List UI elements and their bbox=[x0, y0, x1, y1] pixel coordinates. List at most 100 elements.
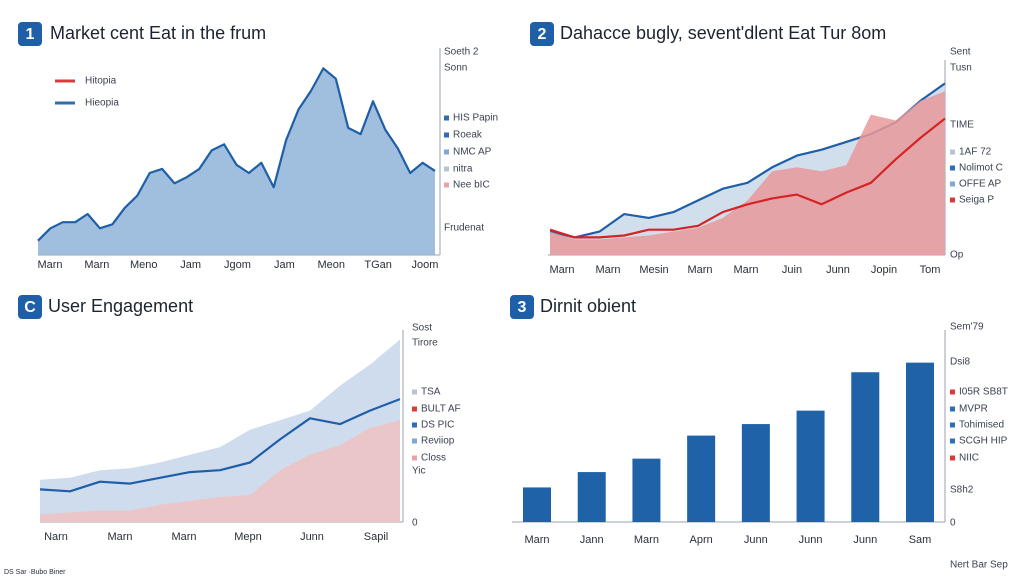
footnote: Nert Bar Sep bbox=[950, 560, 1008, 571]
bar bbox=[632, 458, 661, 522]
x-tick-label: Mepn bbox=[234, 531, 262, 543]
area bbox=[40, 420, 400, 522]
x-tick-label: Sam bbox=[909, 534, 932, 546]
legend-label: Hitopia bbox=[85, 76, 117, 87]
x-tick-label: Junn bbox=[853, 534, 877, 546]
legend-swatch bbox=[950, 406, 955, 412]
x-tick-label: Marn bbox=[549, 264, 574, 276]
side-label: Op bbox=[950, 250, 964, 261]
badge-label: 1 bbox=[26, 26, 35, 43]
side-label: Tusn bbox=[950, 63, 972, 74]
bar bbox=[523, 487, 551, 522]
side-label: Closs bbox=[421, 453, 446, 464]
side-label: NIIC bbox=[959, 453, 979, 464]
badge-label: C bbox=[24, 299, 36, 316]
x-tick-label: TGan bbox=[364, 259, 392, 271]
side-label: Yic bbox=[412, 466, 426, 477]
x-tick-label: Jam bbox=[274, 259, 295, 271]
legend-swatch bbox=[412, 422, 417, 428]
badge bbox=[18, 295, 42, 319]
side-label: HIS Papin bbox=[453, 113, 498, 124]
chart-title: Market cent Eat in the frum bbox=[50, 23, 266, 43]
side-label: Nolimot C bbox=[959, 163, 1003, 174]
side-label: DS PIC bbox=[421, 420, 454, 431]
side-label: BULT AF bbox=[421, 404, 461, 415]
legend-swatch bbox=[412, 406, 417, 412]
footnote: DS Sar ·Bubo Biner bbox=[4, 569, 66, 576]
x-tick-label: Marn bbox=[733, 264, 758, 276]
chart-title: Dirnit obient bbox=[540, 296, 636, 316]
x-tick-label: Junn bbox=[744, 534, 768, 546]
side-label: Seiga P bbox=[959, 195, 994, 206]
x-tick-label: Tom bbox=[920, 264, 941, 276]
side-label: S8h2 bbox=[950, 485, 974, 496]
x-tick-label: Marn bbox=[524, 534, 549, 546]
side-label: Sonn bbox=[444, 63, 467, 74]
side-label: Reviiop bbox=[421, 436, 455, 447]
side-label: TSA bbox=[421, 387, 441, 398]
side-label: Frudenat bbox=[444, 223, 484, 234]
x-tick-label: Marn bbox=[37, 259, 62, 271]
side-label: Soeth 2 bbox=[444, 47, 479, 58]
x-tick-label: Meno bbox=[130, 259, 158, 271]
side-label: Tohimised bbox=[959, 420, 1004, 431]
legend-swatch bbox=[950, 389, 955, 395]
line bbox=[39, 398, 401, 493]
bar bbox=[687, 435, 716, 522]
badge bbox=[510, 295, 534, 319]
side-label: Sost bbox=[412, 323, 432, 334]
side-label: Sent bbox=[950, 47, 971, 58]
legend-swatch bbox=[444, 182, 449, 188]
bar bbox=[906, 362, 934, 522]
x-tick-label: Junn bbox=[826, 264, 850, 276]
side-label: nitra bbox=[453, 164, 473, 175]
side-label: I05R SB8T bbox=[959, 387, 1008, 398]
line bbox=[549, 117, 946, 239]
x-tick-label: Marn bbox=[84, 259, 109, 271]
legend-swatch bbox=[444, 149, 449, 155]
x-tick-label: Junn bbox=[799, 534, 823, 546]
area bbox=[550, 91, 945, 255]
side-label: Roeak bbox=[453, 130, 483, 141]
bar bbox=[796, 410, 825, 522]
x-tick-label: Marn bbox=[595, 264, 620, 276]
x-tick-label: Mesin bbox=[639, 264, 668, 276]
x-tick-label: Juin bbox=[782, 264, 802, 276]
legend-swatch bbox=[444, 166, 449, 172]
x-tick-label: Joom bbox=[412, 259, 439, 271]
x-tick-label: Marn bbox=[687, 264, 712, 276]
side-label: Sem'79 bbox=[950, 322, 984, 333]
x-tick-label: Aprn bbox=[690, 534, 713, 546]
legend-swatch bbox=[950, 455, 955, 461]
legend-swatch bbox=[950, 149, 955, 155]
x-tick-label: Marn bbox=[634, 534, 659, 546]
badge bbox=[18, 22, 42, 46]
legend-swatch bbox=[950, 197, 955, 203]
x-tick-label: Meon bbox=[317, 259, 345, 271]
bar bbox=[577, 472, 606, 522]
side-label: 0 bbox=[412, 518, 418, 529]
legend-swatch bbox=[950, 422, 955, 428]
x-tick-label: Jam bbox=[180, 259, 201, 271]
legend-swatch bbox=[412, 455, 417, 461]
x-tick-label: Jann bbox=[580, 534, 604, 546]
side-label: 1AF 72 bbox=[959, 147, 992, 158]
legend-swatch bbox=[412, 438, 417, 444]
legend-swatch bbox=[412, 389, 417, 395]
area bbox=[38, 68, 435, 256]
side-label: Nee bIC bbox=[453, 180, 490, 191]
side-label: Tirore bbox=[412, 338, 438, 349]
badge bbox=[530, 22, 554, 46]
line bbox=[37, 67, 436, 242]
legend-swatch bbox=[444, 132, 449, 138]
x-tick-label: Narn bbox=[44, 531, 68, 543]
x-tick-label: Marn bbox=[107, 531, 132, 543]
side-label: OFFE AP bbox=[959, 179, 1002, 190]
badge-label: 3 bbox=[518, 299, 527, 316]
side-label: TIME bbox=[950, 120, 974, 131]
chart-title: Dahacce bugly, sevent'dlent Eat Tur 8om bbox=[560, 23, 886, 43]
x-tick-label: Junn bbox=[300, 531, 324, 543]
side-label: SCGH HIP bbox=[959, 436, 1008, 447]
badge-label: 2 bbox=[538, 26, 547, 43]
